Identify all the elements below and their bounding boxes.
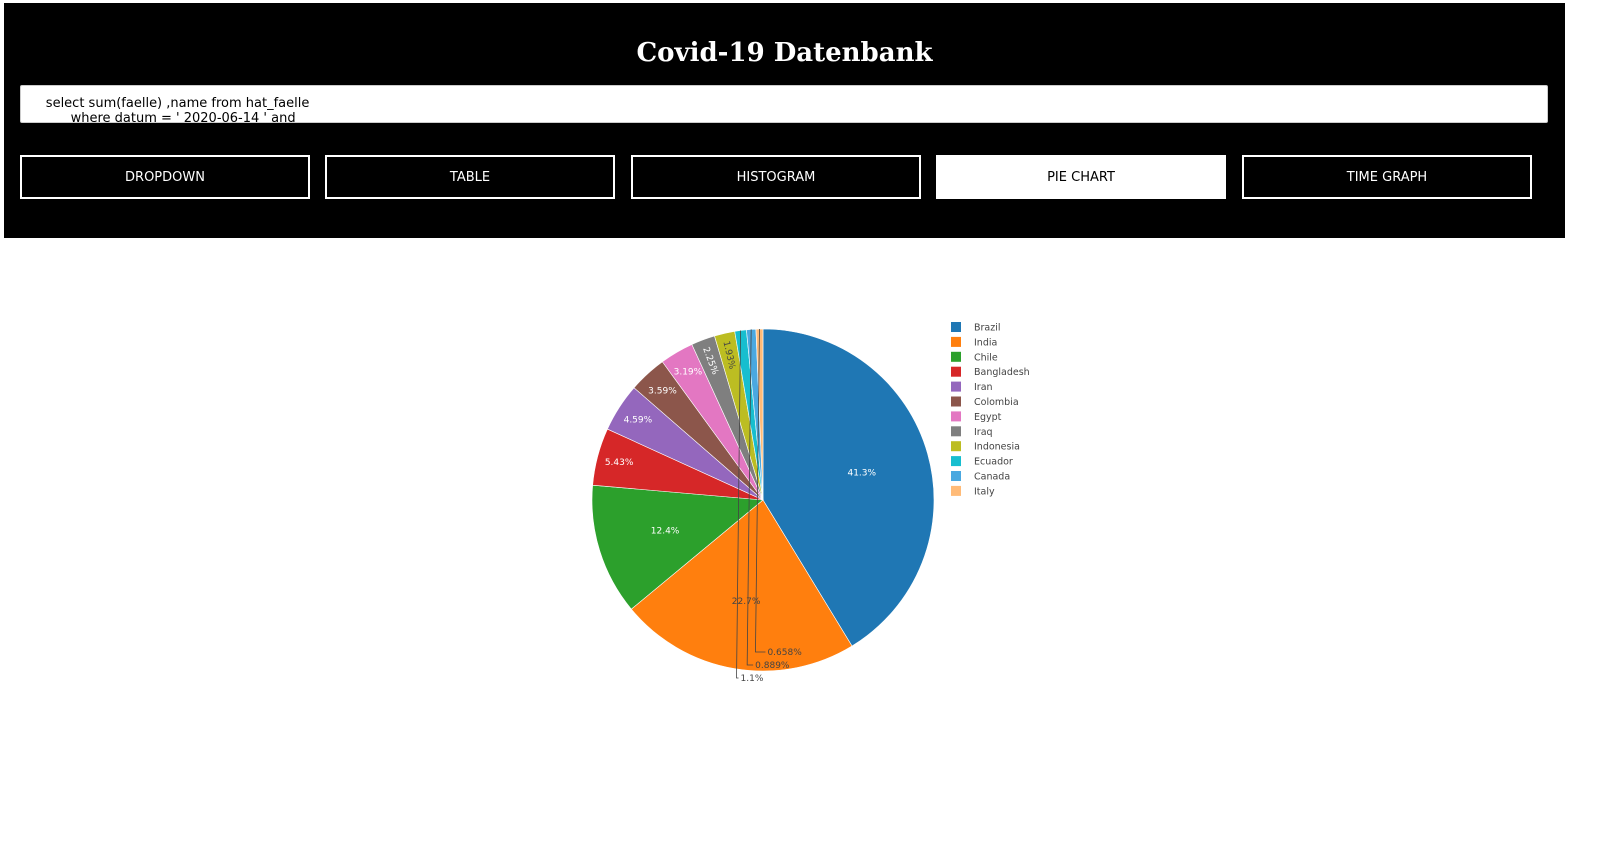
legend-label-brazil[interactable]: Brazil xyxy=(974,323,1001,334)
pie-slices xyxy=(591,328,935,672)
tab-table[interactable]: TABLE xyxy=(325,155,615,199)
legend-label-canada[interactable]: Canada xyxy=(974,472,1010,483)
legend-label-italy[interactable]: Italy xyxy=(974,486,995,497)
slice-label-brazil: 41.3% xyxy=(847,468,876,478)
pie-slice-italy[interactable] xyxy=(755,328,764,501)
legend-swatch-iran[interactable] xyxy=(951,381,961,392)
legend-label-iraq[interactable]: Iraq xyxy=(974,427,993,438)
legend-swatch-brazil[interactable] xyxy=(951,322,961,332)
legend-swatch-ecuador[interactable] xyxy=(951,456,961,467)
legend-label-colombia[interactable]: Colombia xyxy=(974,397,1019,408)
slice-label-egypt: 3.19% xyxy=(674,368,703,378)
sql-query-input[interactable]: select sum(faelle) ,name from hat_faelle… xyxy=(20,85,1548,123)
slice-label-ecuador: 1.1% xyxy=(741,674,764,684)
legend-swatch-bangladesh[interactable] xyxy=(951,366,961,377)
legend-swatch-canada[interactable] xyxy=(951,471,961,481)
legend-swatch-india[interactable] xyxy=(951,336,961,347)
slice-label-chile: 12.4% xyxy=(651,527,680,537)
slice-label-canada: 0.889% xyxy=(755,661,790,671)
slice-label-iran: 4.59% xyxy=(624,415,653,425)
slice-leader-line-canada xyxy=(746,329,754,666)
legend-swatch-colombia[interactable] xyxy=(951,396,961,407)
pie-slice-chile[interactable] xyxy=(591,484,764,610)
legend-label-indonesia[interactable]: Indonesia xyxy=(974,442,1020,453)
tab-pie-chart[interactable]: PIE CHART xyxy=(936,155,1226,199)
header: Covid-19 Datenbank select sum(faelle) ,n… xyxy=(4,3,1565,238)
legend-swatch-iraq[interactable] xyxy=(951,426,961,437)
slice-label-bangladesh: 5.43% xyxy=(605,458,634,468)
tab-dropdown[interactable]: DROPDOWN xyxy=(20,155,310,199)
legend-label-chile[interactable]: Chile xyxy=(974,352,998,363)
slice-label-italy: 0.658% xyxy=(767,648,802,658)
pie-chart: 41.3%22.7%12.4%5.43%4.59%3.59%3.19%2.25%… xyxy=(591,322,1030,684)
slice-leader-line-italy xyxy=(755,329,766,653)
page-title: Covid-19 Datenbank xyxy=(636,38,933,68)
legend-swatch-chile[interactable] xyxy=(951,351,961,362)
legend-label-bangladesh[interactable]: Bangladesh xyxy=(974,367,1030,378)
legend-label-ecuador[interactable]: Ecuador xyxy=(974,457,1013,468)
pie-slice-india[interactable] xyxy=(630,499,853,672)
chart-legend: Brazil India Chile Bangladesh Iran Colombia Eg… xyxy=(951,322,1030,497)
pie-slice-brazil[interactable] xyxy=(762,328,935,647)
tab-histogram[interactable]: HISTOGRAM xyxy=(631,155,921,199)
legend-swatch-indonesia[interactable] xyxy=(951,441,961,452)
slice-label-india: 22.7% xyxy=(732,597,761,607)
slice-leader-line-ecuador xyxy=(736,330,741,679)
legend-label-iran[interactable]: Iran xyxy=(974,382,993,393)
legend-label-egypt[interactable]: Egypt xyxy=(974,412,1002,423)
tab-time-graph[interactable]: TIME GRAPH xyxy=(1242,155,1532,199)
slice-label-colombia: 3.59% xyxy=(648,386,677,396)
legend-swatch-egypt[interactable] xyxy=(951,411,961,422)
legend-swatch-italy[interactable] xyxy=(951,485,961,496)
legend-label-india[interactable]: India xyxy=(974,337,997,348)
